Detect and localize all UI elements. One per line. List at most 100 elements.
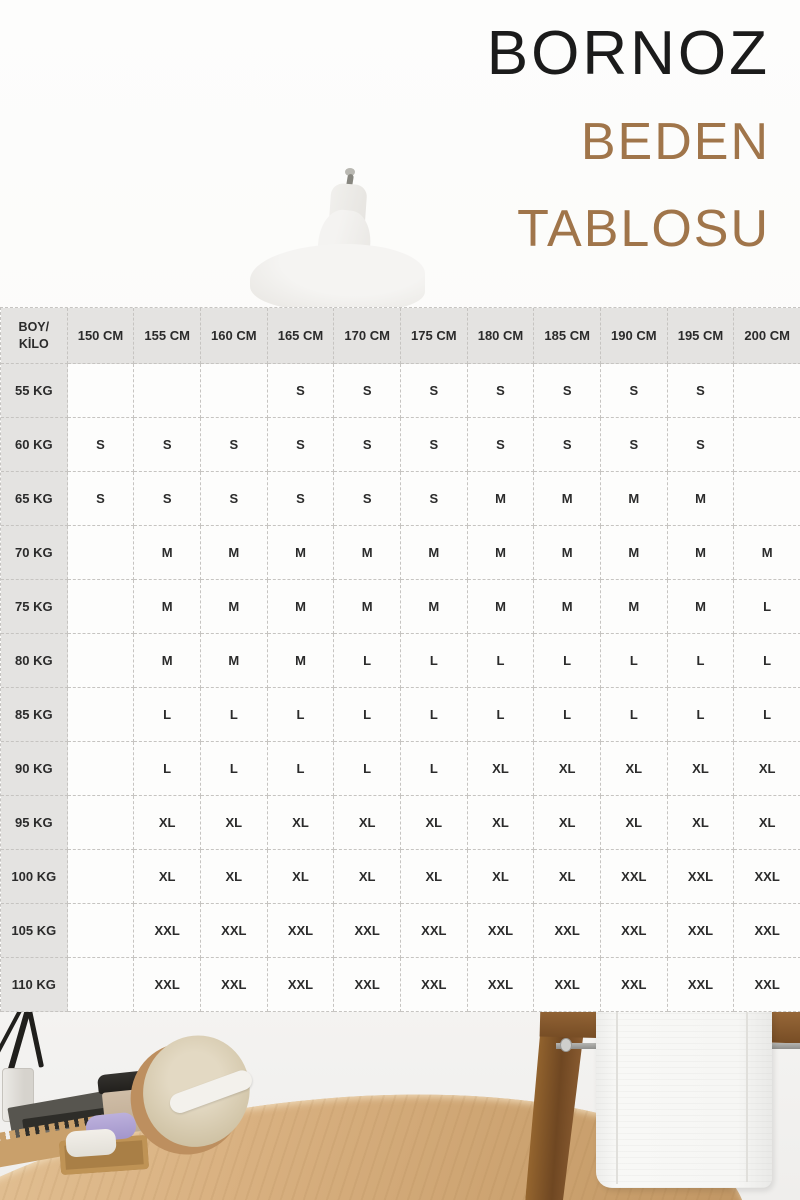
column-header: 185 CM [534,308,601,364]
towel-texture [596,1010,772,1188]
size-cell: S [534,364,601,418]
size-cell: XXL [600,904,668,958]
size-cell: S [600,418,668,472]
towel-seam [616,1010,618,1184]
size-cell: XL [534,742,601,796]
size-cell: XL [334,850,401,904]
size-cell: XL [400,850,468,904]
size-cell: M [267,634,335,688]
size-cell: XL [334,796,401,850]
size-cell [67,688,135,742]
size-cell: XL [267,796,335,850]
column-header: 200 CM [734,308,800,364]
size-cell: M [667,472,735,526]
white-soap-bar [65,1128,117,1158]
size-cell: XXL [400,958,468,1012]
size-cell: XXL [334,958,401,1012]
column-header: 175 CM [400,308,468,364]
size-cell [67,634,135,688]
size-cell: L [600,634,668,688]
size-table: BOY/KİLO 150 CM 155 CM 160 CM 165 CM 170 CM 17… [0,307,800,1012]
size-cell: L [134,742,201,796]
size-cell: M [200,526,268,580]
size-cell: S [467,364,535,418]
row-label: 90 KG [1,742,68,796]
row-label: 95 KG [1,796,68,850]
size-cell: XXL [600,958,668,1012]
size-cell: S [67,472,135,526]
column-header: 155 CM [134,308,201,364]
size-cell: XXL [667,850,735,904]
size-cell: S [400,364,468,418]
size-cell: M [334,580,401,634]
row-label: 65 KG [1,472,68,526]
size-cell: XL [534,796,601,850]
size-cell: L [734,688,800,742]
size-cell: XL [200,850,268,904]
size-cell: XL [467,742,535,796]
size-cell: M [334,526,401,580]
size-cell: XL [467,850,535,904]
size-cell: L [267,688,335,742]
size-cell: S [267,418,335,472]
size-cell: L [734,580,800,634]
bathroom-scene-photo [0,1010,800,1200]
size-cell: XXL [600,850,668,904]
size-cell: M [467,472,535,526]
size-cell [67,958,135,1012]
column-header: 190 CM [600,308,668,364]
row-label: 105 KG [1,904,68,958]
size-cell: M [600,526,668,580]
size-cell: S [667,364,735,418]
size-cell: XXL [667,904,735,958]
size-cell [134,364,201,418]
size-cell: M [134,634,201,688]
size-cell: XL [667,742,735,796]
size-cell: XXL [734,958,800,1012]
size-cell [67,796,135,850]
size-cell: M [200,634,268,688]
size-cell: M [534,472,601,526]
size-cell: XL [734,742,800,796]
size-cell: XXL [734,850,800,904]
size-cell: S [334,418,401,472]
size-cell: XXL [334,904,401,958]
size-cell: M [400,580,468,634]
size-cell: XXL [200,958,268,1012]
column-header: 165 CM [267,308,335,364]
size-cell: L [134,688,201,742]
diffuser-reed [24,1010,45,1068]
size-cell [67,904,135,958]
row-label: 70 KG [1,526,68,580]
size-cell: XXL [400,904,468,958]
size-cell: S [200,472,268,526]
size-cell: XXL [534,904,601,958]
size-cell [67,850,135,904]
size-cell: XXL [467,904,535,958]
column-header: 160 CM [200,308,268,364]
size-cell [734,472,800,526]
size-cell: XXL [534,958,601,1012]
column-header: 195 CM [667,308,735,364]
size-cell: XL [534,850,601,904]
size-cell: M [400,526,468,580]
size-cell: XL [267,850,335,904]
page-subtitle-line2: TABLOSU [517,200,770,259]
size-cell: L [667,634,735,688]
size-cell: XL [134,796,201,850]
size-cell: L [467,688,535,742]
size-cell: S [200,418,268,472]
size-cell: XL [134,850,201,904]
white-towel [596,1010,772,1188]
column-header: 150 CM [67,308,135,364]
size-cell: S [334,472,401,526]
size-cell: S [267,472,335,526]
size-cell: XXL [467,958,535,1012]
size-cell: S [267,364,335,418]
size-cell: XXL [734,904,800,958]
row-label: 100 KG [1,850,68,904]
size-cell [734,418,800,472]
size-cell: M [134,526,201,580]
size-cell: L [467,634,535,688]
size-cell: S [667,418,735,472]
